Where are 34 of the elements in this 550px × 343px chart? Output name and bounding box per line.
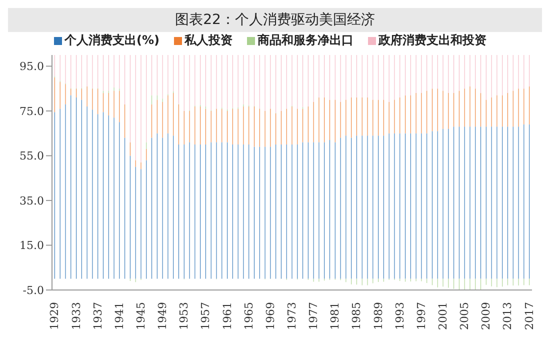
x-tick-label: 1965 [242,302,256,330]
x-tick-label: 1993 [393,302,406,330]
x-tick-label: 1973 [286,302,298,330]
legend-label: 私人投资 [184,32,232,49]
x-tick-label: 1977 [307,302,320,330]
chart-title: 图表22：个人消费驱动美国经济 [8,8,542,32]
x-tick-label: 1937 [91,302,104,330]
legend-label: 个人消费支出(%) [64,32,160,49]
x-tick-label: 1985 [350,302,364,330]
y-tick-label: 35.0 [20,194,44,208]
y-tick-label: 75.0 [20,104,44,118]
x-tick-label: 1953 [178,302,191,330]
x-tick-label: 1949 [156,302,170,330]
legend-label: 政府消费支出和投资 [378,32,486,49]
x-tick-label: 1945 [134,302,148,330]
x-tick-label: 2005 [458,302,472,330]
x-tick-label: 1969 [264,302,277,330]
x-tick-label: 1941 [112,302,126,330]
x-tick-label: 1933 [70,302,83,330]
y-tick-label: -5.0 [22,284,44,297]
x-tick-label: 2009 [480,302,493,330]
x-tick-label: 2017 [522,302,536,330]
y-tick-label: 55.0 [20,150,44,163]
legend-label: 商品和服务净出口 [258,32,354,49]
x-tick-label: 2013 [501,302,514,330]
x-tick-label: 1957 [199,302,212,330]
x-tick-label: 2001 [436,302,450,330]
x-tick-label: 1961 [220,302,234,330]
x-tick-label: 1997 [414,302,428,330]
y-tick-label: 15.0 [20,239,44,252]
x-tick-label: 1989 [372,302,385,330]
x-tick-label: 1929 [48,302,62,330]
y-tick-label: 95.0 [20,60,44,74]
x-tick-label: 1981 [328,302,342,330]
